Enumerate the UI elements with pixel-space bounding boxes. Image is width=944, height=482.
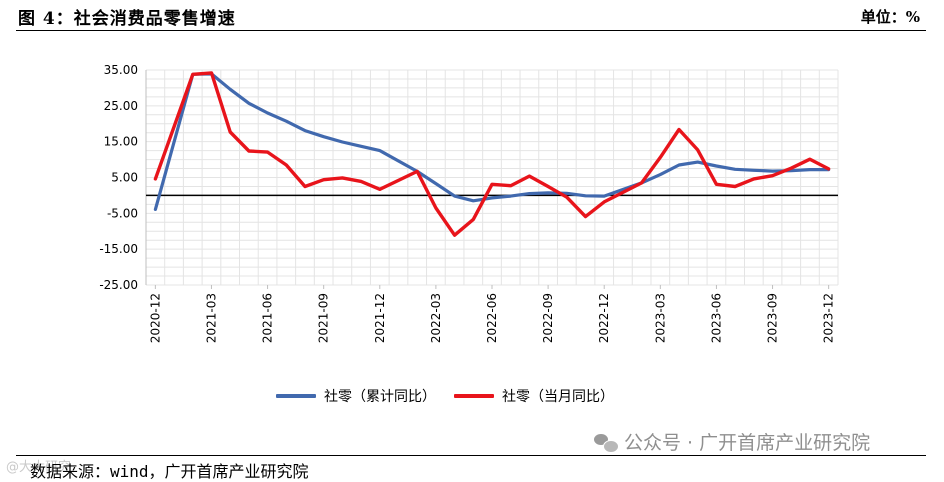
legend-swatch-monthly [454, 394, 494, 398]
x-tick-label: 2021-09 [317, 293, 331, 343]
series-line-cumulative [153, 72, 831, 211]
series-line-monthly [153, 71, 831, 237]
x-tick-label: 2023-06 [709, 293, 723, 343]
y-tick-label: 35.00 [104, 63, 138, 77]
watermark: 公众号 · 广开首席产业研究院 [594, 428, 870, 455]
legend: 社零（累计同比） 社零（当月同比） [276, 386, 614, 406]
watermark-text: 公众号 · 广开首席产业研究院 [624, 432, 871, 454]
corner-watermark: @大大研究 [6, 460, 72, 475]
y-tick-label: 15.00 [104, 135, 138, 149]
footer-divider [16, 455, 926, 456]
grid [145, 69, 839, 286]
x-tick-label: 2021-12 [373, 293, 387, 343]
x-tick-label: 2023-03 [653, 293, 667, 343]
source-note: 数据来源：wind，广开首席产业研究院 [30, 462, 309, 481]
x-tick-label: 2023-09 [766, 293, 780, 343]
line-chart: 35.00 25.00 15.00 5.00 -5.00 -15.00 -25.00 202… [99, 63, 839, 343]
chart-title: 图 4：社会消费品零售增速 [18, 9, 236, 29]
x-tick-label: 2022-12 [597, 293, 611, 343]
x-tick-label: 2022-03 [429, 293, 443, 343]
x-tick-label: 2022-06 [485, 293, 499, 343]
x-tick-label: 2020-12 [148, 293, 162, 343]
y-tick-label: -5.00 [107, 206, 138, 220]
unit-label: 单位：% [860, 8, 920, 26]
x-tick-label: 2022-09 [541, 293, 555, 343]
y-tick-label: -15.00 [99, 242, 138, 256]
wechat-icon [594, 432, 619, 453]
x-tick-label: 2021-03 [204, 293, 218, 343]
legend-swatch-cumulative [276, 394, 316, 398]
series-lines [153, 71, 831, 237]
y-tick-label: -25.00 [99, 278, 138, 292]
title-bar: 图 4：社会消费品零售增速 单位：% [16, 2, 926, 31]
x-tick-label: 2021-06 [261, 293, 275, 343]
x-tick-label: 2023-12 [822, 293, 836, 343]
legend-item-cumulative: 社零（累计同比） [276, 386, 436, 406]
y-tick-label: 25.00 [104, 99, 138, 113]
legend-label-cumulative: 社零（累计同比） [324, 389, 436, 405]
legend-item-monthly: 社零（当月同比） [454, 386, 614, 406]
legend-label-monthly: 社零（当月同比） [502, 389, 614, 405]
y-tick-label: 5.00 [111, 171, 138, 185]
x-axis: 2020-12 2021-03 2021-06 2021-09 2021-12 2022-… [146, 194, 838, 343]
y-axis: 35.00 25.00 15.00 5.00 -5.00 -15.00 -25.00 [99, 63, 147, 292]
